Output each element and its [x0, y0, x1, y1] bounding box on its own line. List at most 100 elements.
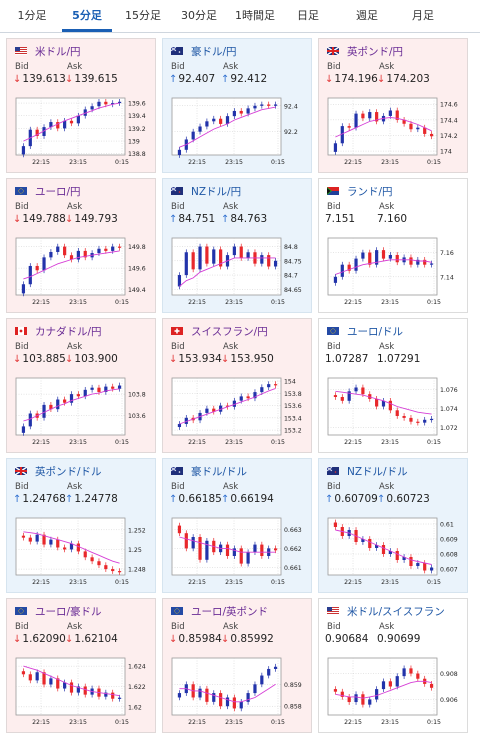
candle-body	[42, 127, 46, 136]
ask-value: ↓0.85992	[221, 633, 274, 645]
tab-0[interactable]: 1分足	[17, 9, 47, 22]
pair-name: 豪ドル/円	[191, 46, 237, 58]
pair-title[interactable]: ユーロ/豪ドル	[15, 604, 102, 618]
pair-title[interactable]: ユーロ/円	[15, 184, 81, 198]
rate-card[interactable]: ユーロ/円 Bid Ask ↓149.788 ↓149.793 149.8 149.6 149…	[6, 178, 156, 313]
x-tick-label: 23:15	[381, 299, 399, 306]
pair-title[interactable]: 米ドル/スイスフラン	[327, 604, 445, 618]
candlestick-chart[interactable]: 149.8 149.6 149.4 22:15 23:15 0:15	[15, 235, 149, 311]
rate-card[interactable]: 米ドル/スイスフラン Bid Ask 0.90684 0.90699 0.908 0.906…	[318, 598, 468, 733]
rate-card[interactable]: ユーロ/豪ドル Bid Ask ↓1.62090 ↓1.62104 1.624 1.622 1…	[6, 598, 156, 733]
candle-body	[42, 672, 46, 685]
pair-title[interactable]: 英ポンド/円	[327, 44, 403, 58]
candle-body	[212, 693, 216, 702]
y-tick-label: 154	[284, 379, 296, 386]
up-arrow-icon: ↑	[377, 494, 386, 505]
candlestick-chart[interactable]: 84.8 84.75 84.7 84.65 22:15 23:15 0:15	[171, 235, 305, 311]
candlestick-chart[interactable]: 7.16 7.14 22:15 23:15 0:15	[327, 235, 461, 311]
candlestick-chart[interactable]: 0.908 0.906 22:15 23:15 0:15	[327, 655, 461, 731]
rate-card[interactable]: NZドル/ドル Bid Ask ↑0.60709 ↑0.60723 0.61 0.609 0.…	[318, 458, 468, 593]
ask-label: Ask	[67, 622, 83, 632]
candle-body	[69, 255, 74, 260]
candle-body	[35, 265, 39, 271]
candlestick-chart[interactable]: 0.859 0.858 22:15 23:15 0:15	[171, 655, 305, 731]
pair-title[interactable]: カナダドル/円	[15, 324, 102, 338]
candle-body	[388, 551, 392, 554]
rate-card[interactable]: スイスフラン/円 Bid Ask ↓153.934 ↓153.950 154 153.8 15…	[162, 318, 312, 453]
rate-card[interactable]: ランド/円 Bid Ask 7.151 7.160 7.16 7.14 22:15 23:15 0…	[318, 178, 468, 313]
bid-label: Bid	[15, 342, 29, 352]
y-tick-label: 84.65	[284, 287, 302, 294]
tab-1[interactable]: 5分足	[62, 0, 112, 32]
x-tick-label: 22:15	[32, 439, 50, 446]
us-flag-icon	[327, 607, 339, 615]
candlestick-chart[interactable]: 1.252 1.25 1.248 22:15 23:15 0:15	[15, 515, 149, 591]
pair-title[interactable]: ユーロ/ドル	[327, 324, 403, 338]
rate-card[interactable]: 英ポンド/ドル Bid Ask ↑1.24768 ↑1.24778 1.252 1.25 1.…	[6, 458, 156, 593]
tab-6[interactable]: 週足	[356, 9, 378, 22]
candle-body	[177, 423, 182, 428]
pair-name: 英ポンド/ドル	[35, 466, 102, 478]
candle-body	[273, 104, 278, 106]
candlestick-chart[interactable]: 139.6 139.4 139.2 139 138.8 22:15 23:15 0:15	[15, 95, 149, 171]
candle-body	[97, 248, 101, 254]
candle-body	[63, 399, 67, 403]
y-tick-label: 139.2	[128, 126, 146, 133]
candlestick-chart[interactable]: 92.4 92.2 22:15 23:15 0:15	[171, 95, 305, 171]
tab-5[interactable]: 日足	[297, 9, 319, 22]
rate-card[interactable]: ユーロ/ドル Bid Ask 1.07287 1.07291 1.076 1.074 1.07…	[318, 318, 468, 453]
candle-body	[225, 405, 230, 407]
rate-card[interactable]: カナダドル/円 Bid Ask ↓103.885 ↓103.900 103.8 103.6 2…	[6, 318, 156, 453]
up-arrow-icon: ↑	[325, 494, 334, 505]
tab-4[interactable]: 1時間足	[235, 9, 275, 22]
nz-flag-icon	[327, 467, 339, 475]
bid-value-text: 174.196	[334, 73, 378, 85]
pair-title[interactable]: ユーロ/英ポンド	[171, 604, 268, 618]
pair-title[interactable]: 米ドル/円	[15, 44, 81, 58]
pair-title[interactable]: 英ポンド/ドル	[15, 464, 102, 478]
candle-body	[429, 133, 434, 137]
candlestick-chart[interactable]: 0.61 0.609 0.608 0.607 22:15 23:15 0:15	[327, 515, 461, 591]
rate-card[interactable]: 豪ドル/ドル Bid Ask ↑0.66185 ↑0.66194 0.663 0.662 0.…	[162, 458, 312, 593]
tab-7[interactable]: 月足	[412, 9, 434, 22]
x-tick-label: 22:15	[32, 159, 50, 166]
moving-average-line	[179, 257, 276, 287]
pair-title[interactable]: スイスフラン/円	[171, 324, 268, 338]
pair-title[interactable]: ランド/円	[327, 184, 393, 198]
tab-2[interactable]: 15分足	[125, 9, 161, 22]
rate-card[interactable]: 英ポンド/円 Bid Ask ↓174.196 ↓174.203 174.6 174.4 17…	[318, 38, 468, 173]
candle-body	[212, 118, 216, 122]
ask-value: ↓153.950	[221, 353, 274, 365]
candlestick-chart[interactable]: 0.663 0.662 0.661 22:15 23:15 0:15	[171, 515, 305, 591]
candlestick-chart[interactable]: 154 153.8 153.6 153.4 153.2 22:15 23:15 0:15	[171, 375, 305, 451]
ask-value: ↓1.62104	[65, 633, 118, 645]
tab-3[interactable]: 30分足	[181, 9, 217, 22]
candle-body	[423, 419, 427, 423]
x-tick-label: 22:15	[32, 719, 50, 726]
rate-card[interactable]: ユーロ/英ポンド Bid Ask ↓0.85984 ↓0.85992 0.859 0.858…	[162, 598, 312, 733]
candle-body	[354, 694, 358, 703]
candle-body	[69, 682, 74, 693]
candle-body	[83, 551, 87, 558]
candlestick-chart[interactable]: 1.624 1.622 1.62 22:15 23:15 0:15	[15, 655, 149, 731]
bid-label: Bid	[15, 482, 29, 492]
x-tick-label: 22:15	[188, 299, 206, 306]
ask-value: ↑0.60723	[377, 493, 430, 505]
pair-title[interactable]: 豪ドル/円	[171, 44, 237, 58]
pair-title[interactable]: NZドル/円	[171, 184, 241, 198]
eu-flag-icon	[15, 187, 27, 195]
pair-title[interactable]: NZドル/ドル	[327, 464, 408, 478]
candlestick-chart[interactable]: 1.076 1.074 1.072 22:15 23:15 0:15	[327, 375, 461, 451]
rate-card[interactable]: 豪ドル/円 Bid Ask ↑92.407 ↑92.412 92.4 92.2 22:15 23…	[162, 38, 312, 173]
ask-value: ↑92.412	[221, 73, 267, 85]
pair-title[interactable]: 豪ドル/ドル	[171, 464, 247, 478]
candlestick-chart[interactable]: 174.6 174.4 174.2 174 22:15 23:15 0:15	[327, 95, 461, 171]
plot-area	[15, 97, 126, 156]
candlestick-chart[interactable]: 103.8 103.6 22:15 23:15 0:15	[15, 375, 149, 451]
rate-card[interactable]: NZドル/円 Bid Ask ↑84.751 ↑84.763 84.8 84.75 84.7 8…	[162, 178, 312, 313]
bid-value: 1.07287	[325, 353, 368, 365]
rate-card[interactable]: 米ドル/円 Bid Ask ↓139.613 ↓139.615 139.6 139.4 139…	[6, 38, 156, 173]
y-tick-label: 0.662	[284, 546, 302, 553]
candle-body	[333, 689, 338, 692]
bid-label: Bid	[171, 62, 185, 72]
